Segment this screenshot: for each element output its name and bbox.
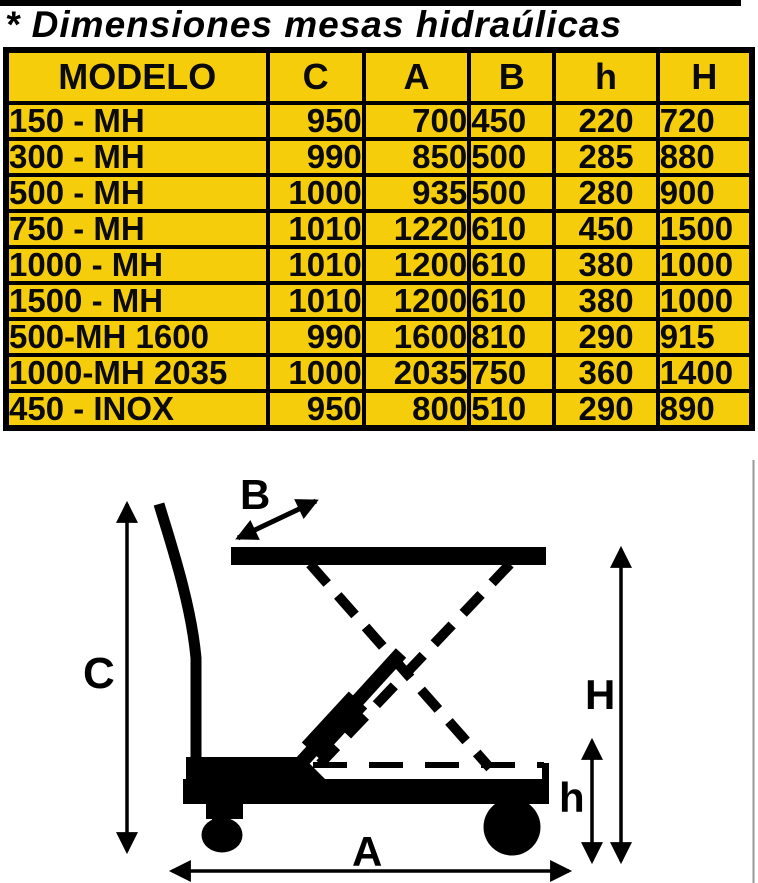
- value-a: 1220: [361, 209, 472, 249]
- value-c: 1000: [265, 353, 366, 393]
- value-b: 500: [467, 137, 557, 177]
- value-c: 1010: [265, 281, 366, 321]
- dim-label-h-small: h: [559, 774, 585, 821]
- value-b: 810: [467, 317, 557, 357]
- header-h-big: H: [655, 48, 755, 105]
- front-wheel-bracket: [206, 803, 243, 819]
- dim-label-b: B: [240, 471, 270, 518]
- handle: [153, 502, 202, 763]
- rear-wheel: [483, 798, 541, 856]
- model-name: 500-MH 1600: [4, 317, 270, 357]
- value-a: 2035: [361, 353, 472, 393]
- model-name: 500 - MH: [4, 173, 270, 213]
- model-name: 750 - MH: [4, 209, 270, 249]
- dim-arrow-b: [235, 498, 319, 541]
- value-a: 800: [361, 389, 472, 430]
- value-c: 1010: [265, 245, 366, 285]
- value-h-big: 880: [655, 137, 755, 177]
- dim-label-h-big: H: [585, 671, 615, 718]
- value-a: 850: [361, 137, 472, 177]
- value-c: 1000: [265, 173, 366, 213]
- page-top-edge-bar: [0, 0, 741, 6]
- value-h-small: 450: [552, 209, 660, 249]
- value-h-small: 290: [552, 389, 660, 430]
- value-h-big: 900: [655, 173, 755, 213]
- front-wheel: [201, 817, 243, 853]
- table-row: 500-MH 1600 990 1600 810 290 915: [4, 317, 755, 357]
- value-h-small: 285: [552, 137, 660, 177]
- table-row: 750 - MH 1010 1220 610 450 1500: [4, 209, 755, 249]
- model-name: 450 - INOX: [4, 389, 270, 430]
- value-a: 1200: [361, 281, 472, 321]
- value-h-small: 220: [552, 101, 660, 141]
- value-a: 1200: [361, 245, 472, 285]
- value-h-big: 1000: [655, 281, 755, 321]
- value-a: 935: [361, 173, 472, 213]
- dim-label-a: A: [352, 828, 382, 875]
- hydraulic-cylinder-sleeve: [301, 691, 368, 760]
- table-row: 500 - MH 1000 935 500 280 900: [4, 173, 755, 213]
- value-b: 750: [467, 353, 557, 393]
- value-b: 610: [467, 209, 557, 249]
- page-title: * Dimensiones mesas hidraúlicas: [5, 4, 623, 45]
- value-h-small: 280: [552, 173, 660, 213]
- value-h-small: 380: [552, 281, 660, 321]
- base-ledge: [186, 757, 300, 780]
- value-h-small: 290: [552, 317, 660, 357]
- value-a: 700: [361, 101, 472, 141]
- model-name: 1000-MH 2035: [4, 353, 270, 393]
- value-c: 950: [265, 101, 366, 141]
- value-a: 1600: [361, 317, 472, 357]
- platform-top: [231, 547, 546, 565]
- table-row: 1000 - MH 1010 1200 610 380 1000: [4, 245, 755, 285]
- value-b: 450: [467, 101, 557, 141]
- scissor-arm-dashed-left: [306, 560, 494, 772]
- scissor-lift-diagram: C B h H A: [83, 460, 755, 883]
- table-row: 450 - INOX 950 800 510 290 890: [4, 389, 755, 430]
- scissor-arm-dashed-right: [316, 560, 514, 768]
- model-name: 300 - MH: [4, 137, 270, 177]
- model-name: 150 - MH: [4, 101, 270, 141]
- value-h-small: 360: [552, 353, 660, 393]
- table-row: 1000-MH 2035 1000 2035 750 360 1400: [4, 353, 755, 393]
- table-row: 1500 - MH 1010 1200 610 380 1000: [4, 281, 755, 321]
- table-row: 150 - MH 950 700 450 220 720: [4, 101, 755, 141]
- value-h-big: 720: [655, 101, 755, 141]
- value-c: 1010: [265, 209, 366, 249]
- value-h-big: 890: [655, 389, 755, 430]
- value-c: 990: [265, 317, 366, 357]
- value-c: 990: [265, 137, 366, 177]
- value-h-big: 1000: [655, 245, 755, 285]
- header-a: A: [361, 48, 472, 105]
- base-frame: [183, 779, 549, 804]
- dimensions-table: MODELO C A B h H 150 - MH 950 700 450 22…: [3, 47, 755, 431]
- value-h-small: 380: [552, 245, 660, 285]
- value-b: 610: [467, 245, 557, 285]
- base-right-lip: [542, 763, 549, 780]
- dim-label-c: C: [83, 649, 115, 698]
- value-h-big: 1500: [655, 209, 755, 249]
- table-row: 300 - MH 990 850 500 285 880: [4, 137, 755, 177]
- table-header-row: MODELO C A B h H: [4, 48, 755, 105]
- model-name: 1500 - MH: [4, 281, 270, 321]
- model-name: 1000 - MH: [4, 245, 270, 285]
- value-b: 510: [467, 389, 557, 430]
- value-c: 950: [265, 389, 366, 430]
- value-h-big: 1400: [655, 353, 755, 393]
- value-b: 500: [467, 173, 557, 213]
- header-h-small: h: [552, 48, 660, 105]
- value-b: 610: [467, 281, 557, 321]
- header-modelo: MODELO: [4, 48, 270, 105]
- value-h-big: 915: [655, 317, 755, 357]
- header-b: B: [467, 48, 557, 105]
- header-c: C: [265, 48, 366, 105]
